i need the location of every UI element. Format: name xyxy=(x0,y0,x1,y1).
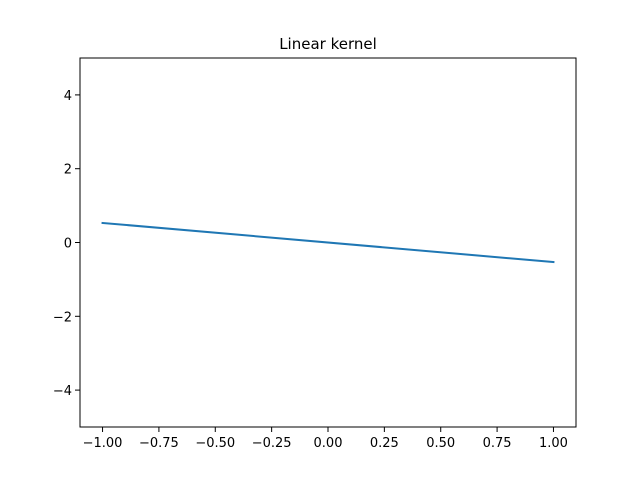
y-tick-label: 0 xyxy=(64,237,72,252)
plot-frame xyxy=(79,57,577,428)
x-tick-label: 1.00 xyxy=(539,436,568,451)
x-tick-label: 0.00 xyxy=(314,436,343,451)
x-tick-label: −1.00 xyxy=(83,436,123,451)
series-layer xyxy=(101,221,555,264)
x-tick-label: 0.75 xyxy=(483,436,512,451)
x-axis: −1.00 −0.75 −0.50 −0.25 0.00 0.25 0.50 0.75 1.00 xyxy=(83,427,568,451)
x-tick-label: −0.75 xyxy=(139,436,179,451)
y-axis: −4 −2 0 2 4 xyxy=(53,89,80,399)
x-tick-label: −0.25 xyxy=(252,436,292,451)
y-tick-label: 2 xyxy=(64,163,72,178)
series-line-0 xyxy=(101,221,555,264)
y-tick-label: 4 xyxy=(64,89,72,104)
x-tick-label: 0.50 xyxy=(426,436,455,451)
chart-title: Linear kernel xyxy=(279,35,377,53)
y-tick-label: −2 xyxy=(53,310,72,325)
x-tick-label: 0.25 xyxy=(370,436,399,451)
y-tick-label: −4 xyxy=(53,384,72,399)
x-tick-label: −0.50 xyxy=(195,436,235,451)
